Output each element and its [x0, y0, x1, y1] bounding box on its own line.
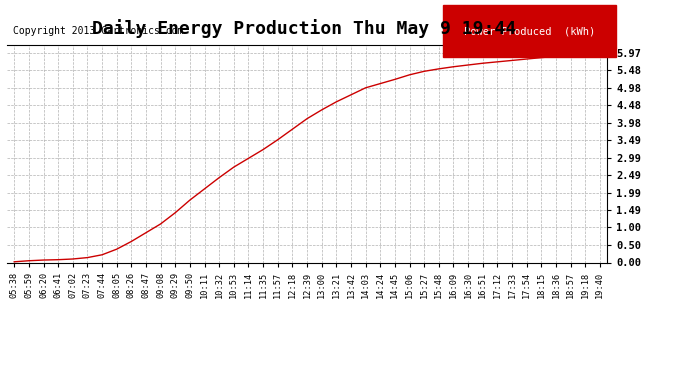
Text: Daily Energy Production Thu May 9 19:44: Daily Energy Production Thu May 9 19:44: [92, 19, 515, 38]
Text: Power Produced  (kWh): Power Produced (kWh): [464, 26, 595, 36]
Text: Copyright 2013 Cartronics.com: Copyright 2013 Cartronics.com: [13, 26, 184, 36]
